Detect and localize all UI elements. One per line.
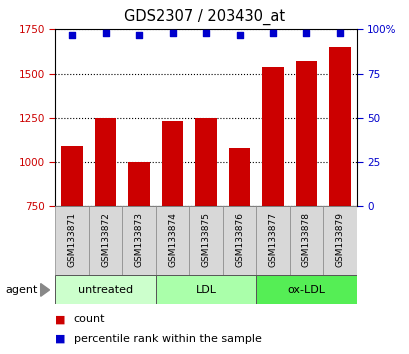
Text: ■: ■: [55, 314, 66, 324]
Point: [269, 30, 276, 36]
Text: GSM133877: GSM133877: [268, 212, 277, 267]
Text: GDS2307 / 203430_at: GDS2307 / 203430_at: [124, 9, 285, 25]
Text: GSM133878: GSM133878: [301, 212, 310, 267]
Text: untreated: untreated: [78, 285, 133, 295]
Point: [336, 30, 342, 36]
Text: agent: agent: [5, 285, 37, 295]
Text: GSM133873: GSM133873: [134, 212, 143, 267]
Bar: [195, 118, 216, 206]
Point: [135, 32, 142, 38]
Bar: [295, 61, 317, 206]
FancyBboxPatch shape: [122, 206, 155, 275]
Point: [169, 30, 175, 36]
Point: [202, 30, 209, 36]
Bar: [228, 148, 250, 206]
Text: GSM133876: GSM133876: [234, 212, 243, 267]
Bar: [328, 47, 350, 206]
Text: ■: ■: [55, 334, 66, 344]
Bar: [261, 67, 283, 206]
FancyBboxPatch shape: [256, 275, 356, 304]
Point: [236, 32, 242, 38]
Bar: [128, 162, 150, 206]
Text: GSM133872: GSM133872: [101, 212, 110, 267]
FancyBboxPatch shape: [155, 206, 189, 275]
FancyBboxPatch shape: [189, 206, 222, 275]
FancyBboxPatch shape: [55, 206, 89, 275]
Point: [102, 30, 109, 36]
Bar: [61, 146, 83, 206]
Text: GSM133879: GSM133879: [335, 212, 344, 267]
Text: LDL: LDL: [195, 285, 216, 295]
Text: percentile rank within the sample: percentile rank within the sample: [74, 334, 261, 344]
Bar: [161, 121, 183, 206]
FancyBboxPatch shape: [155, 275, 256, 304]
FancyBboxPatch shape: [89, 206, 122, 275]
Text: count: count: [74, 314, 105, 324]
Point: [69, 32, 75, 38]
Bar: [94, 118, 116, 206]
FancyBboxPatch shape: [55, 275, 155, 304]
Text: ox-LDL: ox-LDL: [287, 285, 325, 295]
Point: [302, 30, 309, 36]
FancyBboxPatch shape: [222, 206, 256, 275]
FancyBboxPatch shape: [256, 206, 289, 275]
Text: GSM133874: GSM133874: [168, 212, 177, 267]
FancyBboxPatch shape: [289, 206, 322, 275]
FancyBboxPatch shape: [322, 206, 356, 275]
Text: GSM133871: GSM133871: [67, 212, 76, 267]
Text: GSM133875: GSM133875: [201, 212, 210, 267]
